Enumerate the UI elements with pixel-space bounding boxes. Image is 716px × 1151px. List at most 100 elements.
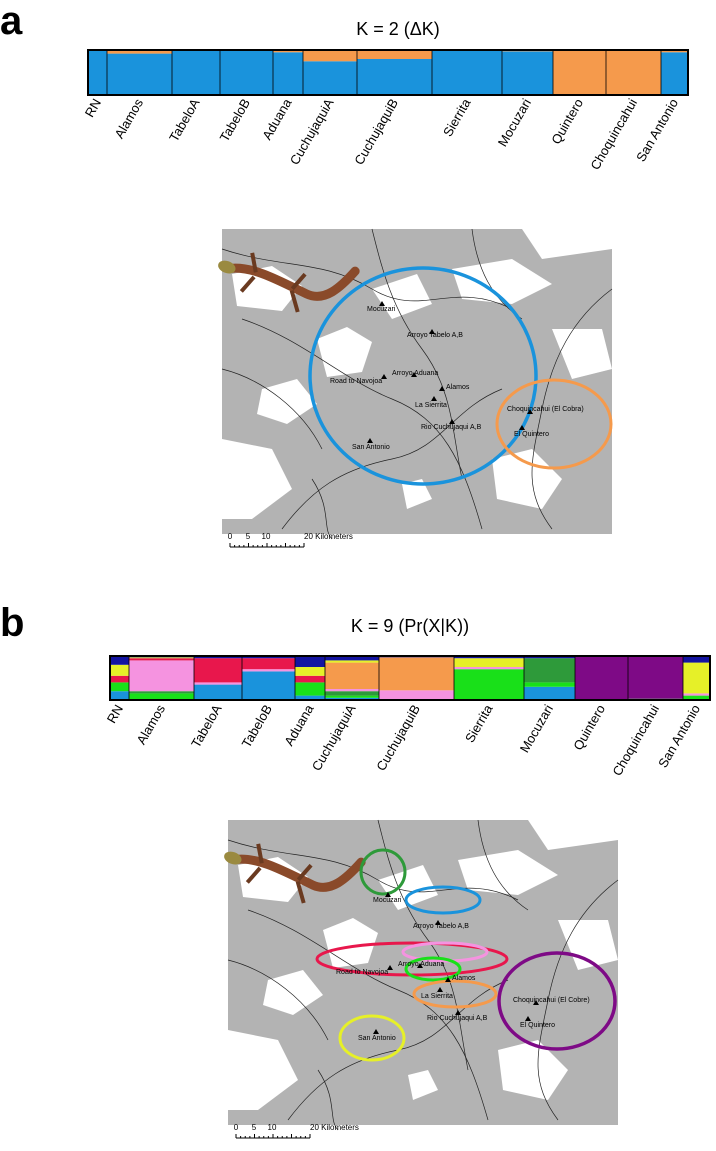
gecko-leg: [290, 272, 307, 291]
scale-label: 5: [252, 1123, 257, 1132]
ancestry-segment: [194, 684, 242, 700]
ancestry-segment: [88, 50, 107, 95]
site-label: El Quintero: [514, 431, 549, 438]
ancestry-segment: [524, 686, 575, 700]
site-label: Rio Cuchujaqui A,B: [427, 1015, 488, 1022]
ancestry-segment: [683, 693, 710, 696]
panel-label: b: [0, 601, 24, 645]
cluster-ellipse: [495, 378, 613, 470]
ancestry-segment: [379, 690, 454, 700]
site-marker: [385, 892, 391, 897]
population-label: Choquincahui: [587, 96, 640, 172]
site-label: Arroyo Tabelo A,B: [407, 332, 463, 339]
scale-label: 20 Kilometers: [304, 532, 353, 541]
map-river: [531, 288, 613, 530]
ancestry-segment: [524, 682, 575, 687]
map-river: [317, 1069, 339, 1131]
gecko-photo: [224, 843, 366, 904]
cluster-ellipse: [497, 951, 617, 1051]
ancestry-segment: [454, 667, 524, 670]
gecko-head: [218, 260, 236, 274]
gecko-leg: [256, 843, 264, 864]
site-label: La Sierrita: [421, 993, 453, 1000]
map-open-area: [452, 259, 552, 304]
population-label: RN: [104, 702, 126, 726]
ancestry-segment: [628, 656, 683, 699]
population-label: CuchujaquiA: [309, 702, 359, 774]
ancestry-segment: [110, 656, 129, 665]
map-river: [371, 228, 463, 480]
ancestry-segment: [194, 682, 242, 685]
site-marker: [367, 438, 373, 443]
population-label: Sierrita: [462, 701, 496, 745]
map-open-area: [492, 449, 562, 509]
ancestry-segment: [129, 660, 194, 692]
map-open-area: [458, 850, 558, 895]
map-open-area: [257, 379, 317, 424]
site-label: El Quintero: [520, 1022, 555, 1029]
population-label: Alamos: [133, 702, 168, 747]
site-label: Mocuzari: [367, 306, 396, 313]
ancestry-segment: [357, 59, 432, 95]
cluster-ellipse: [308, 266, 538, 486]
ancestry-segment: [129, 657, 194, 659]
ancestry-segment: [242, 671, 295, 700]
panel-label: a: [0, 0, 23, 43]
site-marker: [527, 409, 533, 414]
ancestry-segment: [325, 691, 379, 696]
ancestry-segment: [454, 658, 524, 667]
ancestry-segment: [194, 658, 242, 683]
map-open-area: [323, 918, 378, 968]
map-open-area: [222, 439, 292, 519]
scale-label: 5: [246, 532, 251, 541]
cluster-ellipse: [404, 885, 482, 915]
population-label: Mocuzari: [495, 96, 534, 149]
population-label: San Antonio: [633, 96, 681, 164]
scale-label: 0: [234, 1123, 239, 1132]
site-marker: [533, 1000, 539, 1005]
population-label: TabeloA: [188, 702, 225, 750]
ancestry-segment: [683, 695, 710, 700]
population-label: TabeloA: [166, 96, 203, 144]
site-label: Arroyo Aduana: [398, 961, 444, 968]
ancestry-segment: [553, 50, 606, 95]
site-marker: [445, 977, 451, 982]
ancestry-segment: [303, 61, 357, 95]
site-label: Road to Navojoa: [336, 969, 388, 976]
ancestry-segment: [325, 695, 379, 698]
map-open-area: [408, 1070, 438, 1100]
ancestry-segment: [432, 50, 502, 95]
site-marker: [381, 374, 387, 379]
map-open-area: [263, 970, 323, 1015]
site-label: San Antonio: [358, 1035, 396, 1042]
ancestry-segment: [110, 691, 129, 700]
ancestry-segment: [502, 51, 553, 95]
map-river: [227, 839, 519, 901]
map-river: [241, 318, 483, 530]
ancestry-segment: [107, 50, 172, 54]
population-label: RN: [82, 96, 104, 120]
ancestry-segment: [661, 50, 688, 53]
population-label: Choquincahui: [609, 702, 662, 778]
panel-title: K = 9 (Pr(X|K)): [351, 616, 469, 636]
site-marker: [435, 920, 441, 925]
site-label: Alamos: [446, 384, 470, 391]
site-marker: [431, 396, 437, 401]
gecko-leg: [296, 863, 313, 882]
ancestry-segment: [295, 695, 325, 700]
panel-title: K = 2 (ΔK): [356, 19, 440, 39]
map-open-area: [317, 327, 372, 377]
population-label: TabeloB: [239, 702, 275, 750]
cluster-ellipse: [338, 1014, 406, 1062]
ancestry-segment: [683, 656, 710, 663]
ancestry-segment: [295, 667, 325, 676]
map-open-area: [232, 266, 302, 311]
population-label: San Antonio: [655, 702, 703, 770]
ancestry-segment: [325, 656, 379, 661]
ancestry-segment: [110, 675, 129, 683]
ancestry-segment: [110, 664, 129, 676]
population-label: Aduana: [259, 95, 295, 142]
site-label: Alamos: [452, 975, 476, 982]
population-label: CuchujaquiB: [373, 702, 423, 773]
